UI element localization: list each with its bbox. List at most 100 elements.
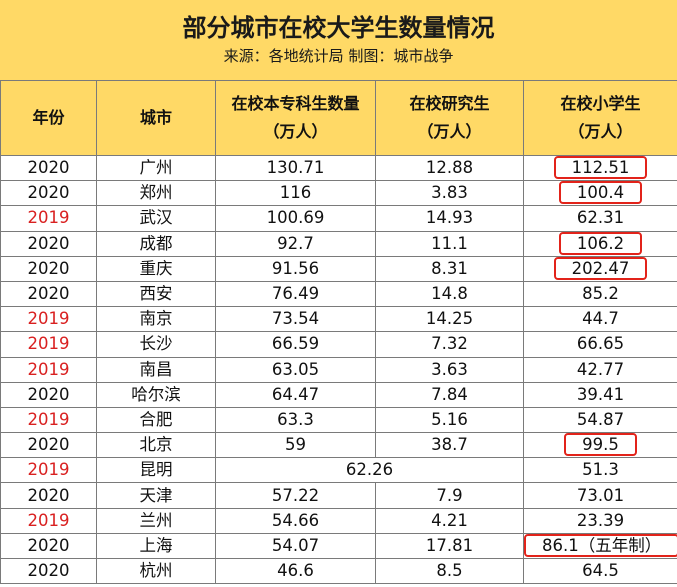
undergrad-cell: 76.49 [215,280,376,308]
table-row: 2020 重庆 91.56 8.31 202.47 [0,255,677,282]
table-row: 2020 杭州 46.6 8.5 64.5 [0,557,677,585]
primary-cell: 112.51 [523,154,677,182]
header-undergrad-line2: （万人） [263,122,328,141]
year-cell: 2020 [0,557,97,585]
primary-cell: 66.65 [523,331,677,358]
city-cell: 成都 [96,230,216,257]
undergrad-cell: 66.59 [215,331,376,358]
grad-cell: 3.63 [375,356,524,383]
grad-cell: 8.5 [375,557,524,585]
table-header-row: 年份 城市 在校本专科生数量 （万人） 在校研究生 （万人） 在校小学生 （万人） [0,80,677,156]
table-row: 2020 成都 92.7 11.1 106.2 [0,230,677,257]
city-cell: 哈尔滨 [96,381,216,408]
header-primary: 在校小学生 （万人） [523,80,677,156]
primary-cell: 86.1（五年制） [523,532,677,560]
header-year-label: 年份 [32,108,65,127]
city-cell: 天津 [96,482,216,509]
year-cell: 2020 [0,230,97,257]
undergrad-cell: 46.6 [215,557,376,585]
city-cell: 重庆 [96,255,216,282]
primary-cell: 44.7 [523,306,677,333]
city-cell: 南京 [96,306,216,333]
city-cell: 昆明 [96,457,216,484]
year-cell: 2019 [0,507,97,534]
city-cell: 西安 [96,280,216,308]
grad-cell: 12.88 [375,154,524,182]
table-row: 2019 长沙 66.59 7.32 66.65 [0,331,677,358]
grad-cell: 4.21 [375,507,524,534]
undergrad-cell: 59 [215,432,376,459]
year-cell: 2019 [0,356,97,383]
undergrad-cell: 54.66 [215,507,376,534]
grad-cell: 14.8 [375,280,524,308]
undergrad-cell: 57.22 [215,482,376,509]
year-cell: 2020 [0,255,97,282]
year-cell: 2020 [0,482,97,509]
grad-cell: 7.84 [375,381,524,408]
primary-cell: 42.77 [523,356,677,383]
table-row: 2019 兰州 54.66 4.21 23.39 [0,507,677,534]
city-cell: 兰州 [96,507,216,534]
primary-cell: 100.4 [523,180,677,207]
grad-cell: 7.32 [375,331,524,358]
city-cell: 郑州 [96,180,216,207]
grad-cell: 38.7 [375,432,524,459]
header-primary-line1: 在校小学生 [560,94,641,113]
table-row: 2019 合肥 63.3 5.16 54.87 [0,406,677,434]
undergrad-cell: 63.05 [215,356,376,383]
undergrad-cell: 64.47 [215,381,376,408]
grad-cell: 8.31 [375,255,524,282]
year-cell: 2019 [0,457,97,484]
grad-cell: 11.1 [375,230,524,257]
table-row: 2019 武汉 100.69 14.93 62.31 [0,205,677,232]
highlight-box: 112.51 [553,156,648,180]
undergrad-cell: 54.07 [215,532,376,560]
title-block: 部分城市在校大学生数量情况 来源：各地统计局 制图：城市战争 [0,0,677,81]
primary-cell: 106.2 [523,230,677,257]
city-cell: 长沙 [96,331,216,358]
year-cell: 2020 [0,280,97,308]
year-cell: 2020 [0,180,97,207]
city-cell: 武汉 [96,205,216,232]
grad-cell: 7.9 [375,482,524,509]
table-row: 2020 上海 54.07 17.81 86.1（五年制） [0,532,677,560]
table-row: 2019 南京 73.54 14.25 44.7 [0,306,677,333]
grad-cell: 5.16 [375,406,524,434]
year-cell: 2020 [0,154,97,182]
table-row: 2019 昆明 62.26 51.3 [0,457,677,484]
undergrad-cell: 63.3 [215,406,376,434]
table-row: 2019 南昌 63.05 3.63 42.77 [0,356,677,383]
city-cell: 杭州 [96,557,216,585]
combined-students-cell: 62.26 [215,457,524,484]
primary-cell: 39.41 [523,381,677,408]
undergrad-cell: 92.7 [215,230,376,257]
table-row: 2020 北京 59 38.7 99.5 [0,432,677,459]
city-cell: 合肥 [96,406,216,434]
table-row: 2020 哈尔滨 64.47 7.84 39.41 [0,381,677,408]
grad-cell: 14.93 [375,205,524,232]
table-row: 2020 天津 57.22 7.9 73.01 [0,482,677,509]
primary-cell: 64.5 [523,557,677,585]
page-title: 部分城市在校大学生数量情况 [182,14,495,42]
source-subtitle: 来源：各地统计局 制图：城市战争 [223,47,454,65]
grad-cell: 14.25 [375,306,524,333]
undergrad-cell: 91.56 [215,255,376,282]
primary-cell: 54.87 [523,406,677,434]
header-primary-line2: （万人） [568,122,633,141]
year-cell: 2020 [0,432,97,459]
table-body: 2020 广州 130.71 12.88 112.51 2020 郑州 116 3.83 100.… [0,154,677,585]
header-city: 城市 [96,80,216,156]
highlight-box: 100.4 [558,181,643,205]
year-cell: 2019 [0,306,97,333]
header-undergrad: 在校本专科生数量 （万人） [215,80,376,156]
primary-cell: 85.2 [523,280,677,308]
year-cell: 2019 [0,331,97,358]
primary-cell: 202.47 [523,255,677,282]
primary-cell: 51.3 [523,457,677,484]
undergrad-cell: 116 [215,180,376,207]
undergrad-cell: 73.54 [215,306,376,333]
undergrad-cell: 100.69 [215,205,376,232]
table-row: 2020 广州 130.71 12.88 112.51 [0,154,677,182]
undergrad-cell: 130.71 [215,154,376,182]
